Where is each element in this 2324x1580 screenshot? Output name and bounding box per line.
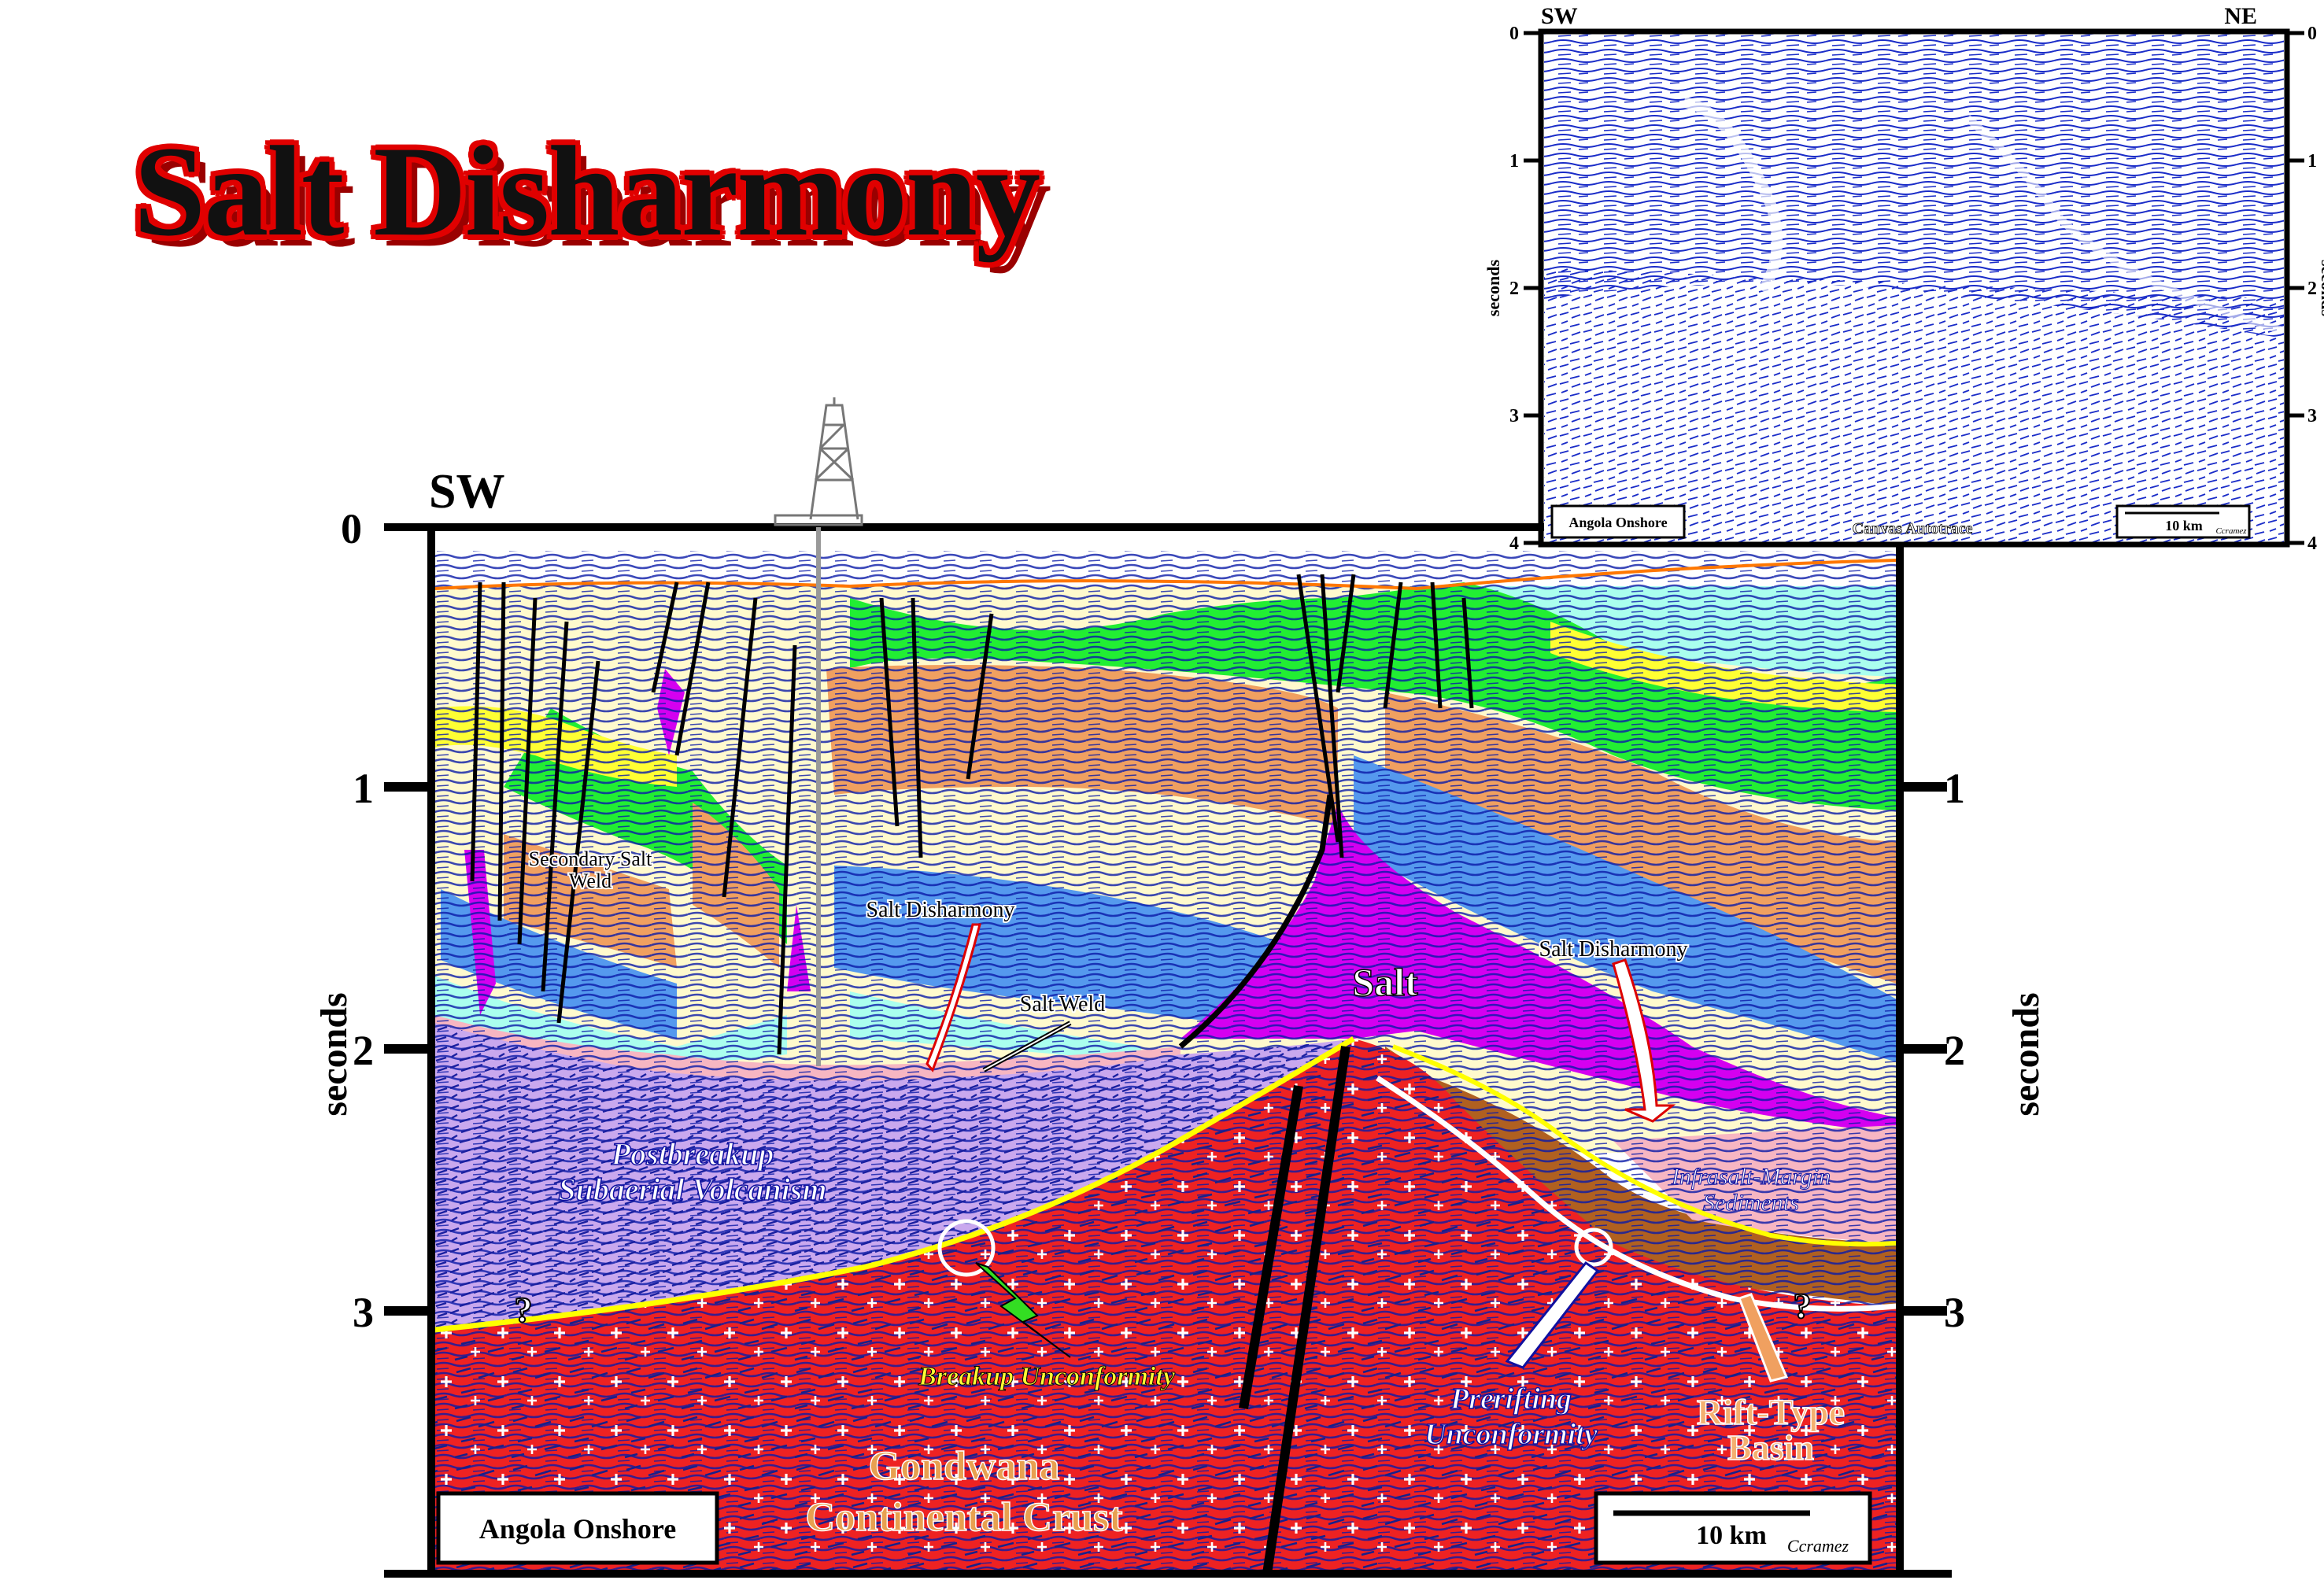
volcanism-label-2: Subaerial Volcanism (558, 1172, 826, 1207)
inset-tick-left-3: 3 (1509, 406, 1519, 426)
tick-label-3: 3 (353, 1289, 374, 1336)
tick-label-0: 0 (341, 505, 362, 552)
inset-tick-right-1: 1 (2307, 151, 2317, 172)
infrasalt-top-line (1391, 1044, 1897, 1247)
tick-label-right-3: 3 (1944, 1289, 1965, 1336)
prerifting-arrow (1505, 1261, 1600, 1369)
inset-ticks (1524, 31, 2304, 545)
salt-disharmony-left-label: Salt Disharmony (866, 898, 1015, 922)
inset-ne-label: NE (2224, 3, 2257, 29)
question-mark-right: ? (1794, 1286, 1812, 1326)
surface-line (434, 559, 1897, 591)
salt-disharmony-right-label: Salt Disharmony (1539, 937, 1688, 962)
rift-label-1: Rift-Type (1697, 1392, 1845, 1432)
salt-edge-fault (1178, 794, 1333, 1049)
inset-seismic-panel: SW NE 0 1 2 3 4 0 1 2 3 4 seconds second… (1483, 3, 2324, 554)
disharmony-arrow-left (926, 923, 981, 1072)
inset-diapir-left (1683, 97, 1783, 294)
page-title: Salt Disharmony (134, 120, 1040, 263)
fault-lines (470, 574, 1474, 1055)
secondary-weld-label-2: Weld (569, 869, 611, 892)
breakup-label: Breakup Unconformity (918, 1362, 1176, 1391)
inset-scale-label: 10 km (2165, 518, 2203, 533)
inset-credit-label: Ccramez (2215, 526, 2247, 536)
inset-chaotic-reflectors (1544, 268, 2284, 543)
breakup-marker-circle (937, 1219, 996, 1277)
main-section-panel: SW 0 1 2 3 1 2 3 seconds seconds Salt Se… (313, 397, 2047, 1578)
volcanism-texture (434, 1023, 1354, 1330)
salt-weld-leader-inner (983, 1022, 1071, 1071)
inset-location-box (1550, 504, 1686, 539)
prerifting-unconformity-line (1376, 1076, 1897, 1312)
rift-arrow (1738, 1293, 1789, 1382)
geology-layers (434, 551, 1897, 1574)
tick-label-1: 1 (353, 765, 374, 812)
scale-label: 10 km (1696, 1521, 1767, 1550)
credit-label: Ccramez (1787, 1536, 1849, 1556)
tick-label-right-1: 1 (1944, 765, 1965, 812)
crust-texture (434, 1039, 1897, 1574)
drilling-rig-icon (774, 397, 863, 526)
inset-y-axis-right: seconds (2318, 260, 2324, 317)
infrasalt-label-1: Infrasalt-Margin (1671, 1164, 1831, 1190)
disharmony-arrow-right (1612, 958, 1676, 1123)
inset-tick-right-0: 0 (2307, 24, 2317, 44)
basement-faults (1239, 1046, 1350, 1574)
y-axis-label-left: seconds (313, 992, 355, 1116)
inset-salt-flank (1964, 115, 2284, 334)
location-label: Angola Onshore (479, 1513, 676, 1545)
tick-label-2: 2 (353, 1027, 374, 1074)
prerifting-marker-circle (1574, 1227, 1613, 1267)
inset-seismic-image (1544, 33, 2284, 543)
crust-label-2: Continental Crust (805, 1495, 1123, 1540)
inset-layered-reflectors (1544, 33, 2284, 338)
inset-y-axis-left: seconds (1483, 260, 1503, 317)
breakup-unconformity-line (434, 1035, 1355, 1333)
infrasalt-label-2: Sediments (1703, 1190, 1799, 1216)
salt-label: Salt (1352, 960, 1418, 1004)
scale-box (1594, 1491, 1872, 1565)
inset-tick-right-2: 2 (2307, 279, 2317, 299)
prerifting-label-2: Unconformity (1424, 1418, 1598, 1451)
inset-location-label: Angola Onshore (1568, 515, 1667, 530)
y-axis-label-right: seconds (2005, 992, 2047, 1116)
volcanism-label-1: Postbreakup (611, 1136, 774, 1172)
inset-tick-right-3: 3 (2307, 406, 2317, 426)
inset-sw-label: SW (1541, 3, 1578, 29)
prerifting-label-1: Prerifting (1450, 1382, 1572, 1416)
breakup-lightning-icon (975, 1262, 1071, 1358)
location-box (436, 1491, 719, 1565)
salt-weld-label: Salt Weld (1020, 992, 1105, 1017)
tick-label-right-2: 2 (1944, 1027, 1965, 1074)
inset-tick-right-4: 4 (2307, 533, 2317, 554)
inset-tick-left-4: 4 (1509, 533, 1519, 554)
question-mark-left: ? (515, 1290, 533, 1330)
inset-caption: Canvas Autotrace (1853, 520, 1973, 537)
sw-label: SW (429, 465, 504, 519)
inset-scale-box (2115, 504, 2251, 539)
inset-tick-left-2: 2 (1509, 279, 1519, 299)
inset-tick-left-0: 0 (1509, 24, 1519, 44)
crust-label-1: Gondwana (869, 1444, 1060, 1489)
secondary-weld-label-1: Secondary Salt (529, 847, 652, 870)
inset-tick-left-1: 1 (1509, 151, 1519, 172)
rift-label-2: Basin (1727, 1427, 1814, 1467)
